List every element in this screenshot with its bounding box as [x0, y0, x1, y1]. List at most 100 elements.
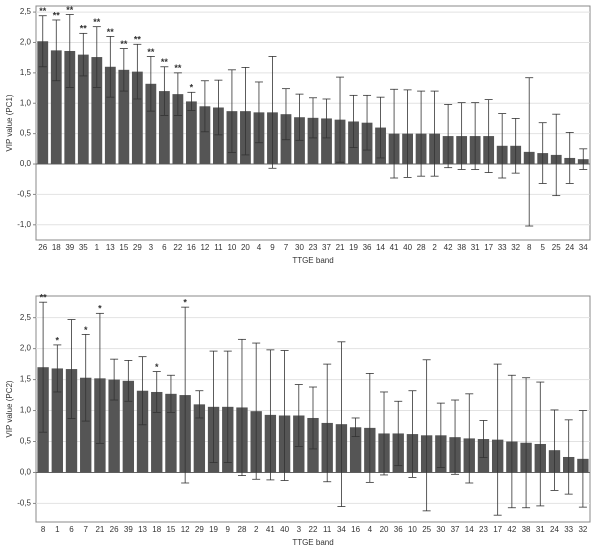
significance-star: *	[155, 362, 159, 372]
significance-star: **	[93, 17, 101, 27]
x-tick-label: 29	[133, 243, 142, 252]
y-axis-label: VIP value (PC2)	[5, 380, 14, 438]
x-tick-label: 10	[408, 525, 417, 534]
y-tick-label: 0,5	[20, 129, 32, 138]
x-tick-label: 41	[266, 525, 275, 534]
y-axis-label: VIP value (PC1)	[5, 94, 14, 152]
x-tick-label: 39	[124, 525, 133, 534]
x-tick-label: 20	[241, 243, 250, 252]
x-tick-label: 2	[432, 243, 437, 252]
x-tick-label: 42	[444, 243, 453, 252]
x-tick-label: 3	[297, 525, 302, 534]
x-tick-label: 6	[69, 525, 74, 534]
x-tick-label: 7	[284, 243, 289, 252]
significance-star: **	[40, 293, 48, 303]
x-tick-label: 38	[522, 525, 531, 534]
x-tick-label: 32	[578, 525, 587, 534]
x-tick-label: 26	[110, 525, 119, 534]
bar	[307, 117, 319, 165]
x-tick-label: 22	[173, 243, 182, 252]
x-tick-label: 8	[41, 525, 46, 534]
y-tick-label: 2,0	[20, 344, 32, 353]
x-tick-label: 22	[309, 525, 318, 534]
bar	[321, 118, 332, 165]
x-tick-label: 26	[38, 243, 47, 252]
x-tick-label: 16	[187, 243, 196, 252]
x-tick-label: 33	[564, 525, 573, 534]
bar	[172, 94, 184, 165]
x-tick-label: 32	[511, 243, 520, 252]
bar	[185, 101, 197, 165]
x-tick-label: 30	[436, 525, 445, 534]
bar	[118, 69, 130, 165]
x-tick-label: 35	[79, 243, 88, 252]
x-tick-label: 5	[540, 243, 545, 252]
bar	[136, 390, 149, 473]
x-tick-label: 25	[552, 243, 561, 252]
x-tick-label: 40	[403, 243, 412, 252]
x-tick-label: 28	[417, 243, 426, 252]
significance-star: **	[39, 6, 47, 16]
x-tick-label: 9	[270, 243, 275, 252]
x-tick-label: 37	[451, 525, 460, 534]
x-tick-label: 36	[363, 243, 372, 252]
x-tick-label: 29	[195, 525, 204, 534]
x-tick-label: 39	[65, 243, 74, 252]
y-tick-label: -0,5	[17, 190, 31, 199]
y-tick-label: 0,5	[20, 437, 32, 446]
x-tick-label: 21	[95, 525, 104, 534]
x-tick-label: 17	[484, 243, 493, 252]
bar	[158, 91, 170, 165]
x-tick-label: 11	[214, 243, 223, 252]
x-tick-label: 34	[337, 525, 346, 534]
x-tick-label: 18	[152, 525, 161, 534]
x-tick-label: 12	[200, 243, 209, 252]
x-tick-label: 23	[479, 525, 488, 534]
bar	[50, 50, 62, 165]
y-tick-label: 0,0	[20, 468, 32, 477]
x-tick-label: 13	[138, 525, 147, 534]
significance-star: **	[174, 63, 182, 73]
x-tick-label: 7	[83, 525, 88, 534]
x-axis-label: TTGE band	[292, 256, 333, 265]
x-tick-label: 4	[368, 525, 373, 534]
x-tick-label: 11	[323, 525, 332, 534]
x-tick-label: 6	[162, 243, 167, 252]
x-tick-label: 34	[579, 243, 588, 252]
x-tick-label: 18	[52, 243, 61, 252]
x-tick-label: 41	[390, 243, 399, 252]
x-tick-label: 24	[565, 243, 574, 252]
significance-star: **	[80, 24, 88, 34]
x-tick-label: 3	[149, 243, 154, 252]
x-tick-label: 37	[322, 243, 331, 252]
x-tick-label: 19	[349, 243, 358, 252]
bar	[77, 54, 89, 165]
y-tick-label: 2,5	[20, 7, 32, 16]
significance-star: **	[120, 39, 128, 49]
x-tick-label: 2	[254, 525, 259, 534]
bar	[37, 41, 49, 165]
x-tick-label: 12	[181, 525, 190, 534]
significance-star: *	[56, 335, 60, 345]
bar	[91, 57, 103, 165]
x-tick-label: 9	[226, 525, 231, 534]
significance-star: **	[161, 57, 169, 67]
x-tick-label: 4	[257, 243, 262, 252]
bar	[122, 380, 135, 473]
significance-star: *	[183, 298, 187, 308]
x-tick-label: 1	[55, 525, 60, 534]
y-tick-label: 1,5	[20, 68, 32, 77]
x-tick-label: 30	[295, 243, 304, 252]
bar	[131, 71, 143, 165]
x-tick-label: 8	[527, 243, 532, 252]
y-tick-label: 2,5	[20, 313, 32, 322]
x-tick-label: 42	[507, 525, 516, 534]
bar	[213, 107, 224, 165]
y-tick-label: 1,0	[20, 98, 32, 107]
x-tick-label: 14	[465, 525, 474, 534]
bar	[104, 66, 116, 165]
bar	[51, 368, 63, 473]
y-tick-label: -1,0	[17, 220, 31, 229]
bar	[151, 391, 163, 473]
